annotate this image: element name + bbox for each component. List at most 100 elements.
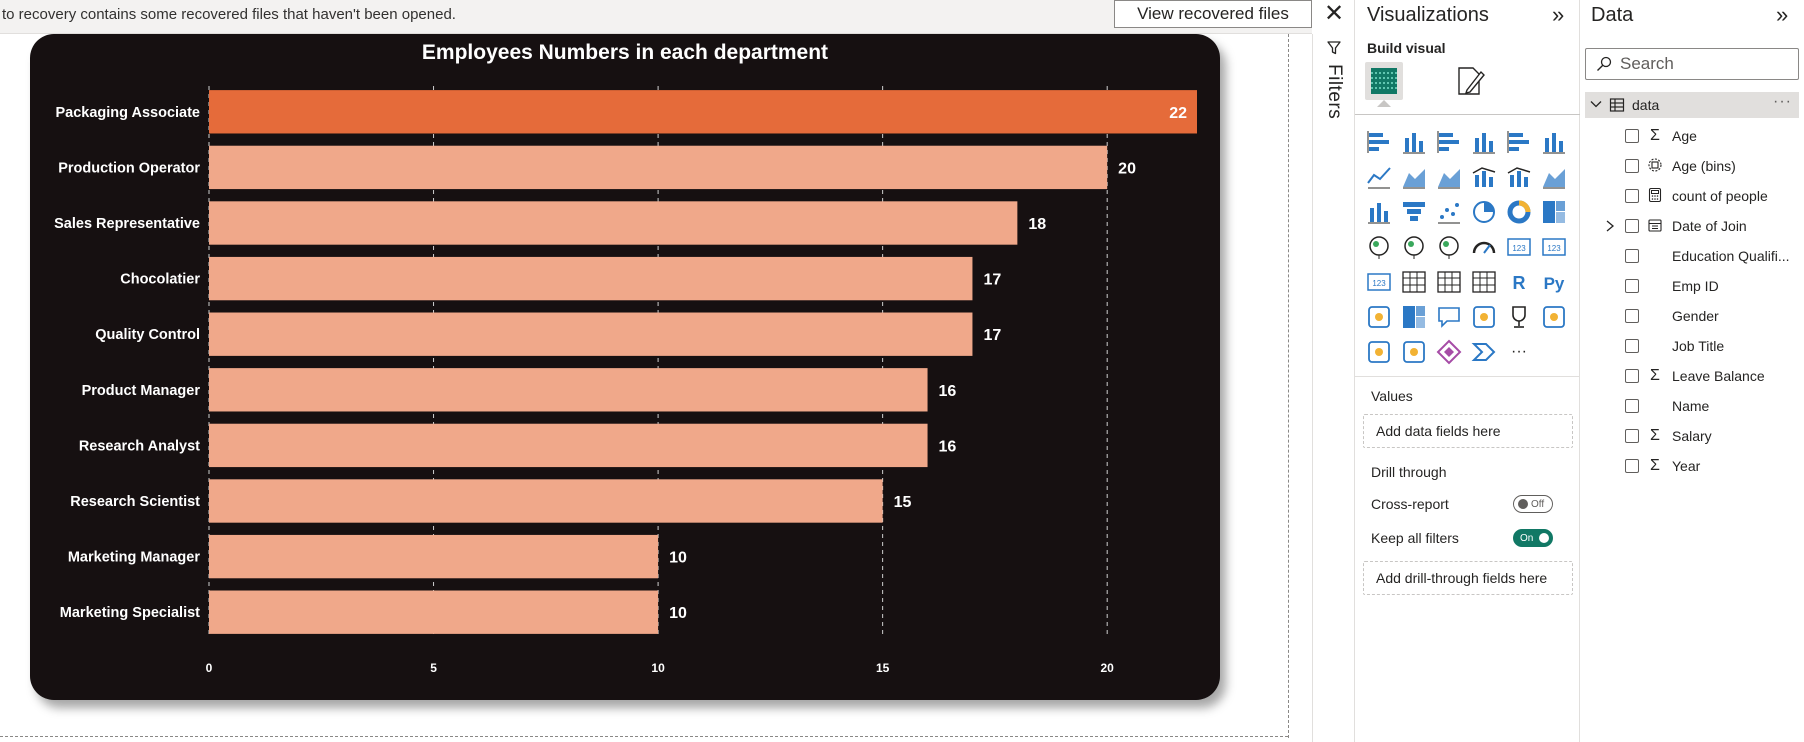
recovery-notice-bar: to recovery contains some recovered file… [0,0,1312,34]
filters-pane-collapsed[interactable]: Filters [1312,34,1354,742]
100-stacked-bar-chart-icon[interactable] [1505,128,1533,156]
r-visual-icon[interactable]: R [1505,268,1533,296]
table-data[interactable]: data ··· [1585,92,1799,118]
field-name: Education Qualifi... [1672,248,1790,264]
field-job-title[interactable]: Job Title [1585,333,1804,359]
stacked-bar-chart-icon[interactable] [1365,128,1393,156]
field-checkbox[interactable] [1625,159,1639,173]
view-recovered-files-button[interactable]: View recovered files [1114,0,1312,28]
more-options-icon[interactable]: ··· [1773,93,1792,110]
values-field-well[interactable]: Add data fields here [1363,414,1573,448]
field-name[interactable]: Name [1585,393,1804,419]
chevron-down-icon[interactable] [1590,98,1602,110]
power-apps-diamond-icon[interactable] [1435,338,1463,366]
pie-chart-icon[interactable] [1470,198,1498,226]
toggle-state: On [1520,533,1534,544]
data-label: 16 [939,438,957,455]
waterfall-chart-icon[interactable] [1365,198,1393,226]
x-tick-label: 0 [206,661,213,675]
table-icon[interactable] [1435,268,1463,296]
field-education-qualifi[interactable]: Education Qualifi... [1585,243,1804,269]
bar-chart-svg: Employees Numbers in each department 0 5 10… [54,41,1197,675]
field-checkbox[interactable] [1625,399,1639,413]
field-emp-id[interactable]: Emp ID [1585,273,1804,299]
stacked-column-chart-icon[interactable] [1400,128,1428,156]
kpi-icon[interactable]: 123 [1365,268,1393,296]
page-boundary-right [1288,34,1289,738]
azure-map-icon[interactable] [1435,233,1463,261]
field-gender[interactable]: Gender [1585,303,1804,329]
recovery-notice-text: to recovery contains some recovered file… [2,6,456,23]
field-checkbox[interactable] [1625,339,1639,353]
key-influencers-icon[interactable] [1365,303,1393,331]
close-notice-icon[interactable]: ✕ [1323,0,1345,27]
field-checkbox[interactable] [1625,369,1639,383]
field-checkbox[interactable] [1625,309,1639,323]
keep-all-filters-toggle[interactable]: On [1513,529,1553,547]
more-visuals-icon[interactable]: ··· [1505,338,1533,366]
field-checkbox[interactable] [1625,279,1639,293]
area-chart-icon[interactable] [1400,163,1428,191]
field-checkbox[interactable] [1625,219,1639,233]
field-checkbox[interactable] [1625,459,1639,473]
funnel-chart-icon[interactable] [1400,198,1428,226]
bar [209,423,928,468]
drill-through-field-well[interactable]: Add drill-through fields here [1363,561,1573,595]
field-checkbox[interactable] [1625,189,1639,203]
category-label: Production Operator [58,160,200,176]
python-visual-icon[interactable]: Py [1540,268,1568,296]
matrix-icon[interactable] [1470,268,1498,296]
divider [1355,376,1581,377]
field-leave-balance[interactable]: Σ Leave Balance [1585,363,1804,389]
field-checkbox[interactable] [1625,429,1639,443]
collapse-visualizations-icon[interactable]: » [1552,2,1565,27]
paginated-report-icon[interactable] [1540,303,1568,331]
field-checkbox[interactable] [1625,249,1639,263]
power-automate-icon[interactable] [1400,338,1428,366]
search-input[interactable] [1620,53,1790,75]
field-age[interactable]: Σ Age [1585,123,1804,149]
smart-narrative-icon[interactable] [1470,303,1498,331]
build-visual-button[interactable] [1365,62,1403,100]
line-and-clustered-column-chart-icon[interactable] [1505,163,1533,191]
bar [209,312,973,356]
line-and-column-chart-icon[interactable] [1470,163,1498,191]
collapse-data-icon[interactable]: » [1776,2,1789,27]
sigma-icon: Σ [1650,367,1660,384]
multi-row-card-icon[interactable]: 123 [1540,233,1568,261]
field-checkbox[interactable] [1625,129,1639,143]
field-count-of-people[interactable]: count of people [1585,183,1804,209]
bar-chart-visual[interactable]: Employees Numbers in each department 0 5 10… [30,34,1220,700]
clustered-bar-chart-icon[interactable] [1435,128,1463,156]
field-name: Age (bins) [1672,158,1736,174]
field-date-of-join[interactable]: Date of Join [1585,213,1804,239]
100-stacked-column-chart-icon[interactable] [1540,128,1568,156]
x-tick-label: 5 [430,661,437,675]
qa-icon[interactable] [1435,303,1463,331]
chevron-right-icon[interactable] [1605,219,1615,232]
donut-chart-icon[interactable] [1505,198,1533,226]
line-chart-icon[interactable] [1365,163,1393,191]
clustered-column-chart-icon[interactable] [1470,128,1498,156]
field-salary[interactable]: Σ Salary [1585,423,1804,449]
ribbon-chart-icon[interactable] [1540,163,1568,191]
treemap-icon[interactable] [1540,198,1568,226]
field-name: Emp ID [1672,278,1719,294]
power-automate-flow-icon[interactable] [1470,338,1498,366]
scatter-chart-icon[interactable] [1435,198,1463,226]
format-visual-icon [1458,67,1485,95]
filled-map-icon[interactable] [1400,233,1428,261]
power-apps-icon[interactable] [1365,338,1393,366]
card-icon[interactable]: 123 [1505,233,1533,261]
field-age-bins[interactable]: Age (bins) [1585,153,1804,179]
slicer-icon[interactable] [1400,268,1428,296]
map-icon[interactable] [1365,233,1393,261]
decomposition-tree-icon[interactable] [1400,303,1428,331]
field-year[interactable]: Σ Year [1585,453,1804,479]
format-visual-button[interactable] [1451,62,1489,100]
metrics-icon[interactable] [1505,303,1533,331]
field-name: Gender [1672,308,1719,324]
gauge-icon[interactable] [1470,233,1498,261]
cross-report-toggle[interactable]: Off [1513,495,1553,513]
stacked-area-chart-icon[interactable] [1435,163,1463,191]
